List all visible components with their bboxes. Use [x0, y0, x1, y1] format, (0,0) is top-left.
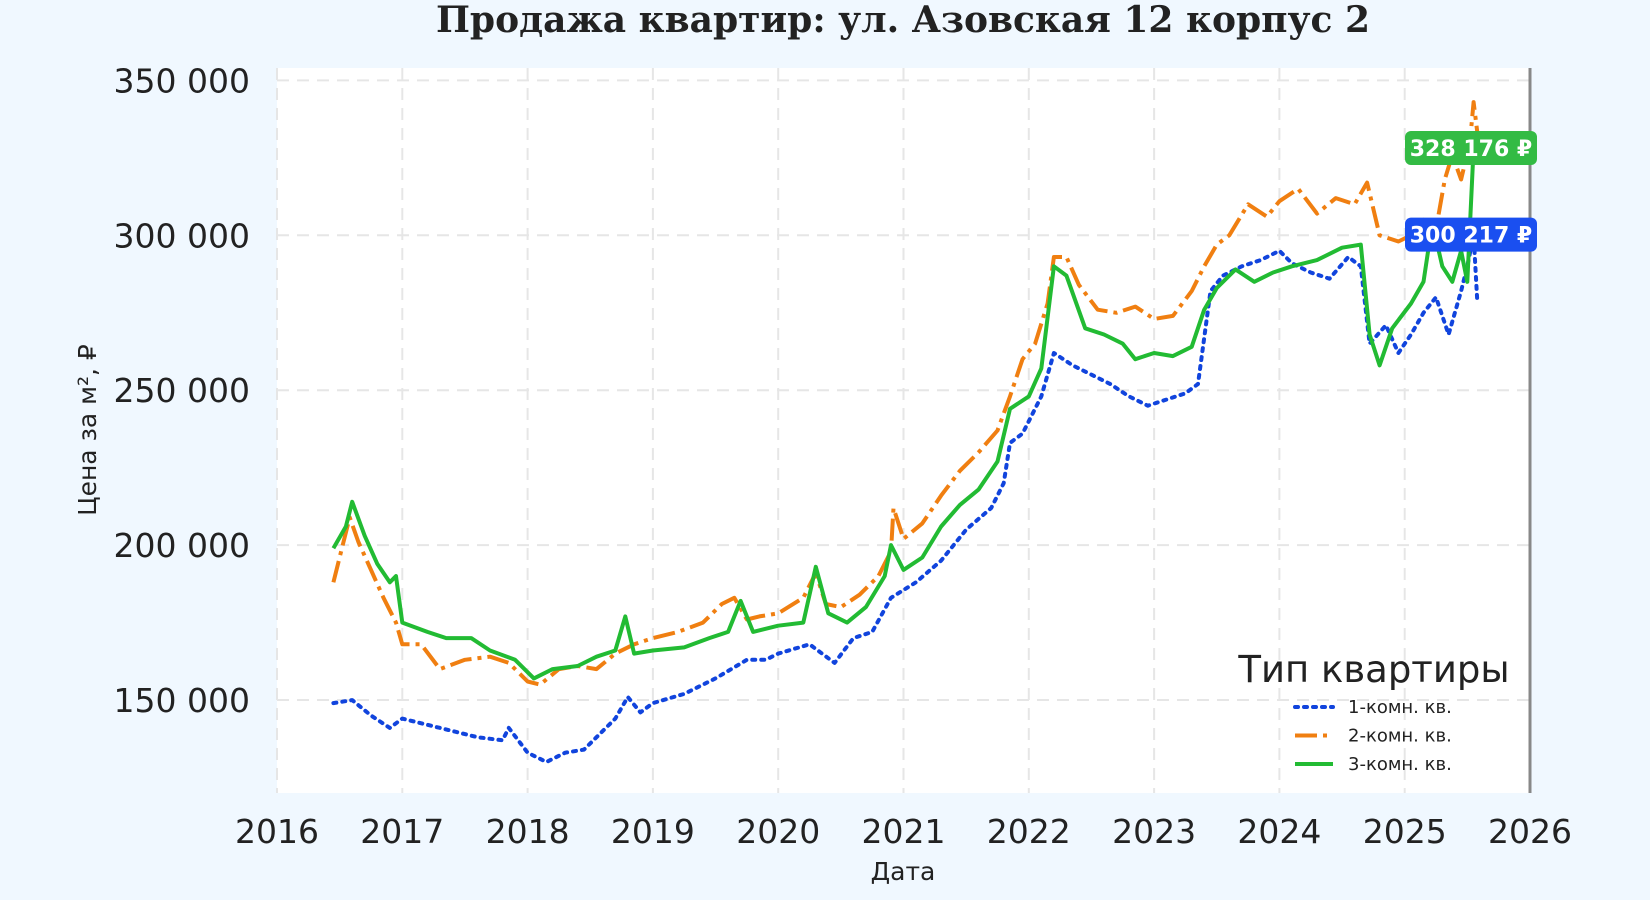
x-tick-label: 2019	[611, 812, 695, 851]
value-badge-label: 300 217 ₽	[1410, 224, 1532, 249]
x-tick-label: 2021	[862, 812, 946, 851]
x-tick-label: 2022	[987, 812, 1071, 851]
value-badges: 328 176 ₽ 300 217 ₽	[1405, 131, 1537, 252]
x-tick-label: 2017	[360, 812, 444, 851]
x-tick-label: 2026	[1488, 812, 1572, 851]
y-axis-label: Цена за м², ₽	[73, 344, 102, 516]
x-tick-label: 2020	[736, 812, 820, 851]
y-tick-label: 250 000	[114, 371, 250, 410]
x-axis-ticks: 2016 2017 2018 2019 2020 2021 2022 2023 2024 2025…	[235, 812, 1572, 851]
x-tick-label: 2016	[235, 812, 319, 851]
x-tick-label: 2018	[486, 812, 570, 851]
value-badge-bg	[1405, 131, 1537, 166]
y-axis-ticks: 150 000 200 000 250 000 300 000 350 000	[114, 61, 250, 720]
series-layer	[331, 100, 1530, 764]
series-line-3	[331, 146, 1478, 681]
x-tick-label: 2024	[1237, 812, 1321, 851]
y-tick-label: 350 000	[114, 61, 250, 100]
legend-label: 1-комн. кв.	[1348, 697, 1452, 718]
y-tick-label: 150 000	[114, 681, 250, 720]
y-tick-label: 300 000	[114, 216, 250, 255]
series-line-2	[331, 100, 1530, 687]
legend-items: 1-комн. кв. 2-комн. кв. 3-комн. кв.	[1293, 697, 1452, 775]
legend: Тип квартиры 1-комн. кв. 2-комн. кв. 3-ком…	[1237, 648, 1509, 775]
value-badge-label: 328 176 ₽	[1410, 137, 1532, 162]
x-axis-label: Дата	[871, 857, 936, 886]
legend-title: Тип квартиры	[1237, 648, 1509, 691]
y-tick-label: 200 000	[114, 526, 250, 565]
value-badge: 300 217 ₽	[1405, 217, 1537, 252]
legend-label: 3-комн. кв.	[1348, 754, 1452, 775]
value-badge: 328 176 ₽	[1405, 131, 1537, 166]
x-tick-label: 2025	[1363, 812, 1447, 851]
series-line-1	[331, 232, 1480, 764]
legend-label: 2-комн. кв.	[1348, 726, 1452, 747]
value-badge-bg	[1405, 217, 1537, 252]
chart-title: Продажа квартир: ул. Азовская 12 корпус …	[436, 0, 1370, 41]
x-tick-label: 2023	[1112, 812, 1196, 851]
